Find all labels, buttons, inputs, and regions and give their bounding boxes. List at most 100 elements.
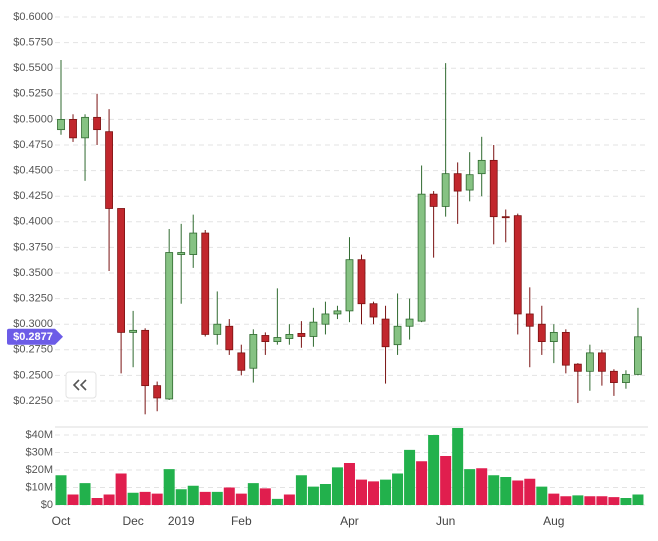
volume-bar [560, 496, 572, 505]
candle-body [117, 208, 125, 333]
candle-body [549, 331, 558, 343]
y-tick-label: $0.5000 [13, 113, 53, 125]
y-tick-label: $0.4500 [13, 165, 53, 177]
candle-body [429, 193, 438, 207]
candle-body [249, 334, 258, 369]
candle-body [345, 259, 354, 312]
candle-body [441, 173, 450, 207]
volume-bar [223, 487, 235, 505]
x-tick-label: 2019 [168, 514, 195, 528]
candle-body [489, 159, 498, 218]
volume-bar [235, 493, 247, 505]
candle-body [477, 159, 486, 175]
volume-bar [500, 477, 512, 505]
chevron[interactable] [72, 379, 80, 391]
y-tick-label: $0.4000 [13, 216, 53, 228]
candle-body [598, 352, 606, 372]
candle-body [57, 119, 65, 131]
volume-bar [632, 494, 644, 505]
candle-body [381, 318, 390, 348]
candle-body [357, 259, 366, 305]
volume-bar [620, 498, 632, 505]
x-tick-label: Feb [231, 514, 252, 528]
last-price-label: $0.2877 [13, 331, 53, 343]
y-tick-label: $0.2250 [13, 395, 53, 407]
candle-body [105, 131, 113, 209]
candle-body [573, 363, 582, 372]
candle-body [525, 313, 534, 327]
candle-body [537, 323, 546, 343]
y-tick-label: $0.5500 [13, 62, 53, 74]
volume-bar [79, 483, 91, 505]
volume-bar [536, 486, 548, 505]
candle-body [405, 318, 414, 327]
volume-bar [596, 496, 608, 505]
volume-bar [512, 480, 524, 505]
candle-body [261, 335, 270, 343]
volume-bar [440, 456, 452, 505]
x-tick-label: Apr [340, 514, 359, 528]
y-tick-label: $0.6000 [13, 11, 53, 23]
volume-bar [187, 485, 199, 505]
y-tick-label: $0.2500 [13, 369, 53, 381]
candle-body [285, 334, 294, 339]
volume-bar [464, 469, 476, 505]
candle-body [165, 252, 174, 400]
volume-bar [392, 473, 404, 505]
volume-bar [247, 483, 259, 505]
candle-body [297, 333, 306, 337]
volume-bar [139, 491, 151, 505]
x-tick-label: Jun [436, 514, 455, 528]
volume-bar [476, 468, 488, 505]
candle-body [561, 331, 570, 366]
volume-bar [67, 494, 79, 505]
candle-body [213, 323, 222, 335]
volume-bar [175, 489, 187, 505]
candle-body [369, 303, 378, 318]
volume-bar [548, 493, 560, 505]
volume-bar [416, 461, 428, 505]
y-tick-label: $30M [25, 446, 53, 458]
y-tick-label: $20M [25, 464, 53, 476]
volume-bar [584, 496, 596, 505]
y-tick-label: $0.3750 [13, 241, 53, 253]
volume-bar [488, 475, 500, 505]
candle-body [634, 336, 642, 375]
candle-body [622, 373, 630, 383]
y-tick-label: $0.4250 [13, 190, 53, 202]
candle-body [93, 116, 101, 131]
volume-bar [368, 481, 380, 505]
x-tick-label: Aug [543, 514, 564, 528]
volume-bar [115, 473, 127, 505]
y-tick-label: $0 [41, 499, 53, 511]
volume-bar [524, 478, 536, 505]
volume-bar [356, 479, 367, 505]
candle-body [393, 325, 402, 346]
candle-body [513, 215, 522, 315]
y-tick-label: $0.2750 [13, 344, 53, 356]
candle-body [237, 352, 246, 371]
volume-bar [103, 494, 115, 505]
candle-body [153, 385, 162, 399]
volume-bar [211, 491, 223, 505]
chevron[interactable] [79, 379, 87, 391]
y-tick-label: $10M [25, 481, 53, 493]
volume-bar [452, 428, 464, 505]
candle-body [273, 337, 282, 343]
volume-bar [55, 475, 67, 505]
volume-bar [271, 498, 283, 505]
candle-body [333, 310, 342, 315]
volume-bar [608, 497, 620, 505]
volume-bar [404, 449, 416, 505]
volume-bar [283, 494, 295, 505]
candle-body [129, 329, 138, 333]
candle-body [225, 325, 234, 351]
volume-bar [259, 488, 271, 505]
volume-bar [199, 491, 211, 505]
y-tick-label: $0.5750 [13, 37, 53, 49]
y-tick-label: $0.5250 [13, 88, 53, 100]
candle-body [81, 116, 89, 139]
collapse-button[interactable] [65, 371, 97, 399]
y-tick-label: $40M [25, 429, 53, 441]
